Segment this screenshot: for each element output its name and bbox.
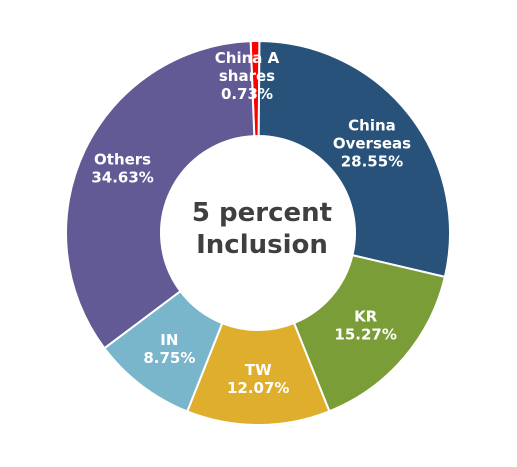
donut-slices: [65, 39, 451, 426]
slice-value: 12.07%: [227, 379, 289, 397]
slice-name: KR: [354, 308, 378, 326]
slice-name: Overseas: [333, 134, 411, 152]
slice-others: [65, 40, 256, 350]
center-title-line: 5 percent: [192, 198, 332, 228]
center-label: 5 percent Inclusion: [192, 198, 332, 260]
slice-value: 34.63%: [91, 169, 153, 187]
slice-label-1: China Overseas 28.55%: [333, 116, 411, 170]
slice-name: TW: [245, 361, 272, 379]
slice-label-5: Others 34.63%: [91, 151, 153, 187]
slice-name: China A: [215, 49, 280, 67]
slice-name: shares: [219, 67, 275, 85]
center-title: 5 percent Inclusion: [192, 198, 332, 260]
slice-name: China: [348, 116, 396, 134]
slice-name: Others: [94, 151, 151, 169]
center-title-line: Inclusion: [196, 230, 328, 260]
slice-label-3: TW 12.07%: [227, 361, 289, 397]
slice-china-overseas: [257, 39, 451, 279]
slice-name: IN: [160, 331, 178, 349]
slice-value: 0.73%: [221, 85, 273, 103]
slice-value: 8.75%: [143, 349, 195, 367]
slice-value: 28.55%: [341, 152, 403, 170]
slice-label-4: IN 8.75%: [143, 331, 195, 367]
slice-value: 15.27%: [334, 326, 396, 344]
slice-label-2: KR 15.27%: [334, 308, 396, 344]
